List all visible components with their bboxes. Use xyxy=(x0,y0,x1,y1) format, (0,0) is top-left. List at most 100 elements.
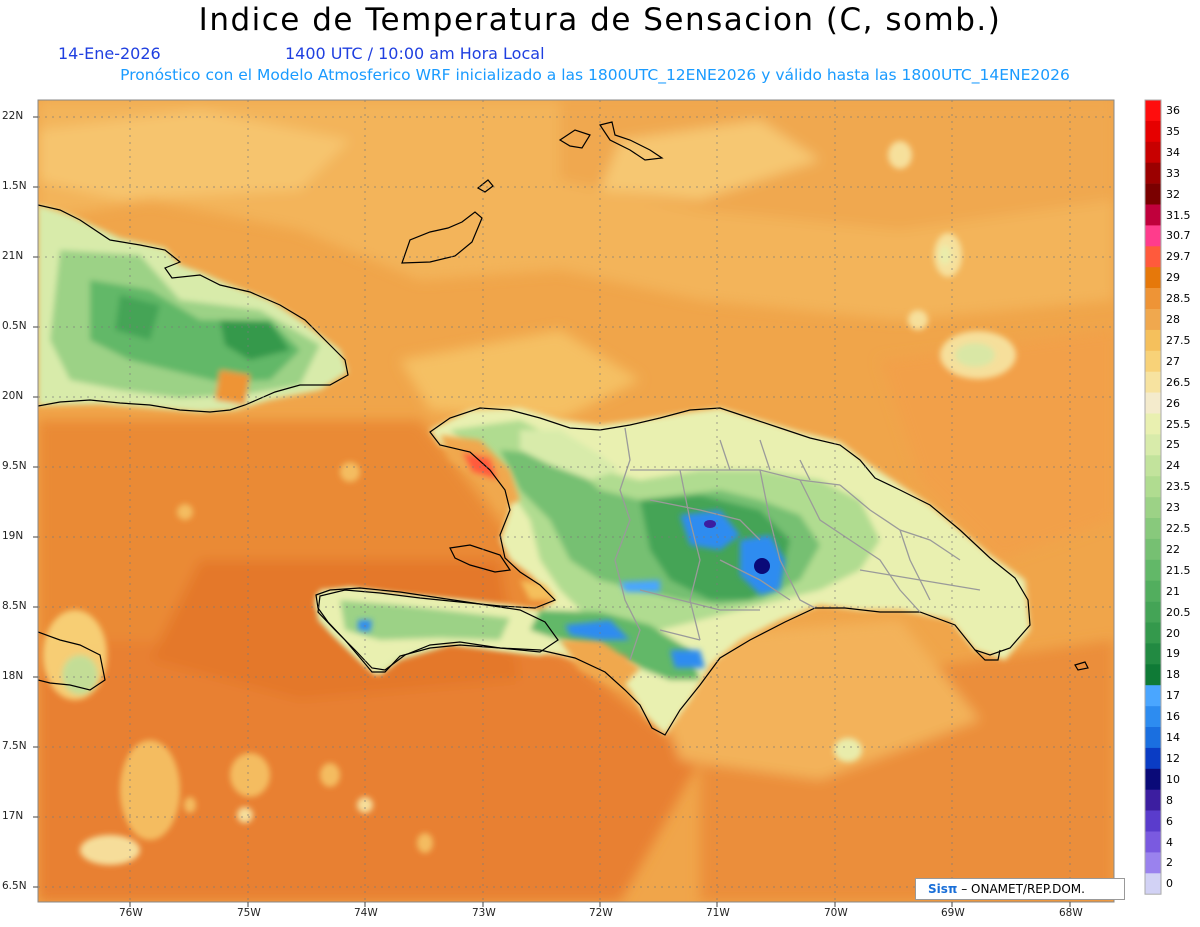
colorbar-swatch xyxy=(1145,141,1161,163)
colorbar-label: 29.7 xyxy=(1166,250,1191,264)
colorbar-swatch xyxy=(1145,162,1161,184)
colorbar-swatch xyxy=(1145,434,1161,456)
lon-label: 74W xyxy=(354,907,378,919)
colorbar-label: 6 xyxy=(1166,814,1173,828)
colorbar-label: 4 xyxy=(1166,835,1173,849)
colorbar-label: 25.5 xyxy=(1166,417,1191,431)
colorbar-swatch xyxy=(1145,100,1161,122)
colorbar-swatch xyxy=(1145,747,1161,770)
valid-time: 1400 UTC / 10:00 am Hora Local xyxy=(285,44,545,63)
colorbar-label: 26 xyxy=(1166,396,1180,410)
coastlines xyxy=(38,121,1089,736)
lat-label: 7.5N xyxy=(2,740,27,752)
colorbar-swatch xyxy=(1145,413,1161,435)
colorbar-label: 30.7 xyxy=(1166,229,1191,243)
colorbar-label: 32 xyxy=(1166,187,1180,201)
lon-label: 68W xyxy=(1059,907,1083,919)
colorbar-label: 31.5 xyxy=(1166,208,1191,222)
colorbar-swatch xyxy=(1145,559,1161,581)
lat-label: 17N xyxy=(2,810,24,822)
lat-label: 8.5N xyxy=(2,600,27,612)
colorbar-label: 24 xyxy=(1166,459,1180,473)
colorbar-label: 29 xyxy=(1166,271,1180,285)
credit-box: Sisπ – ONAMET/REP.DOM. xyxy=(915,878,1125,900)
colorbar-swatch xyxy=(1145,455,1161,477)
colorbar-label: 14 xyxy=(1166,731,1180,744)
sispi-logo: Sisπ xyxy=(928,882,958,896)
colorbar-swatch xyxy=(1145,601,1161,623)
colorbar-swatch xyxy=(1145,580,1161,602)
colorbar-label: 22 xyxy=(1166,542,1180,556)
colorbar-label: 19 xyxy=(1166,647,1180,661)
lon-label: 75W xyxy=(237,907,261,919)
colorbar-swatch xyxy=(1145,288,1161,310)
colorbar-label: 25 xyxy=(1166,438,1180,452)
colorbar-label: 34 xyxy=(1166,145,1180,159)
colorbar-swatch xyxy=(1145,664,1161,686)
lon-label: 72W xyxy=(589,907,613,919)
colorbar-swatch xyxy=(1145,685,1161,707)
lat-label: 18N xyxy=(2,670,24,682)
lat-label: 9.5N xyxy=(2,460,27,472)
colorbar-label: 21.5 xyxy=(1166,563,1191,577)
lat-label: 22N xyxy=(2,110,24,122)
colorbar-swatch xyxy=(1145,622,1161,644)
colorbar-swatch xyxy=(1145,873,1161,895)
colorbar-label: 12 xyxy=(1166,751,1180,765)
lat-label: 21N xyxy=(2,250,24,262)
colorbar-swatch xyxy=(1145,267,1161,289)
colorbar-label: 10 xyxy=(1166,772,1180,786)
colorbar-swatch xyxy=(1145,706,1161,728)
colorbar-label: 28 xyxy=(1166,313,1180,326)
colorbar-swatch xyxy=(1145,518,1161,540)
colorbar-label: 18 xyxy=(1166,668,1180,682)
colorbar-swatch xyxy=(1145,852,1161,874)
colorbar-swatch xyxy=(1145,810,1161,832)
colorbar-swatch xyxy=(1145,392,1161,414)
colorbar-swatch xyxy=(1145,120,1161,143)
credit-text: – ONAMET/REP.DOM. xyxy=(961,882,1085,896)
lat-label: 0.5N xyxy=(2,320,27,332)
colorbar-swatch xyxy=(1145,371,1161,393)
cold-core-marker-2 xyxy=(704,520,716,528)
colorbar-swatch xyxy=(1145,497,1161,519)
colorbar-swatch xyxy=(1145,183,1161,205)
lon-label: 73W xyxy=(472,907,496,919)
colorbar-swatch xyxy=(1145,204,1161,226)
colorbar-label: 16 xyxy=(1166,710,1180,724)
plot-frame xyxy=(37,99,1115,903)
colorbar-label: 17 xyxy=(1166,689,1180,703)
colorbar-swatch xyxy=(1145,309,1161,331)
forecast-date: 14-Ene-2026 xyxy=(58,44,161,63)
map-title: Indice de Temperatura de Sensacion (C, s… xyxy=(198,2,1002,38)
colorbar-label: 27.5 xyxy=(1166,333,1191,347)
axis-ticks xyxy=(33,116,1071,907)
lon-label: 69W xyxy=(941,907,965,919)
colorbar-label: 0 xyxy=(1166,877,1173,891)
lat-label: 20N xyxy=(2,390,24,402)
colorbar-label: 2 xyxy=(1166,856,1173,870)
colorbar-label: 23.5 xyxy=(1166,480,1191,494)
colorbar-label: 27 xyxy=(1166,354,1180,368)
colorbar-swatch xyxy=(1145,225,1161,247)
colorbar-label: 36 xyxy=(1166,104,1180,117)
colorbar-swatch xyxy=(1145,768,1161,790)
colorbar-label: 21 xyxy=(1166,584,1180,598)
colorbar-label: 20 xyxy=(1166,626,1180,640)
colorbar-label: 8 xyxy=(1166,793,1173,807)
province-borders xyxy=(614,427,981,661)
colorbar-swatch xyxy=(1145,476,1161,498)
colorbar-swatch xyxy=(1145,643,1161,665)
colorbar-swatch xyxy=(1145,727,1161,749)
colorbar-swatch xyxy=(1145,350,1161,372)
colorbar-label: 20.5 xyxy=(1166,605,1191,619)
lat-label: 6.5N xyxy=(2,880,27,892)
colorbar xyxy=(1144,99,1162,895)
colorbar-label: 23 xyxy=(1166,501,1180,515)
colorbar-label: 35 xyxy=(1166,124,1180,138)
lon-label: 76W xyxy=(119,907,143,919)
colorbar-label: 28.5 xyxy=(1166,292,1191,306)
colorbar-frame xyxy=(1144,99,1162,895)
lon-label: 71W xyxy=(706,907,730,919)
